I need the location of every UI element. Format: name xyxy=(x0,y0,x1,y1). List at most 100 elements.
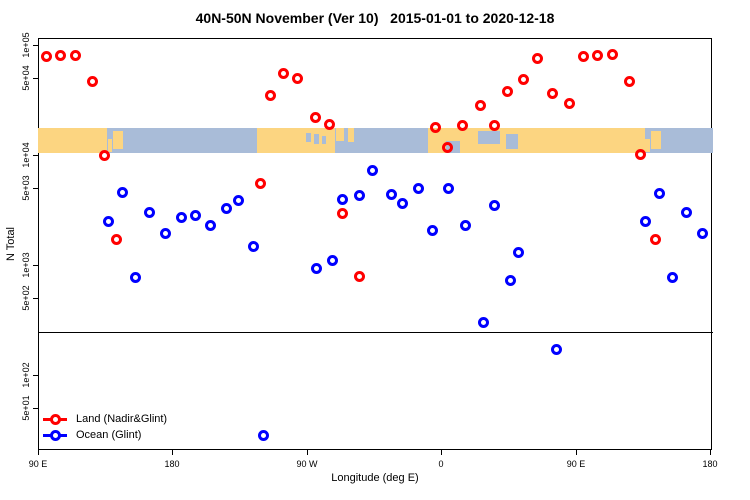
plot-area xyxy=(38,38,712,450)
data-point-land xyxy=(264,89,276,101)
data-point-ocean xyxy=(175,211,187,223)
x-axis-tick-label: 90 E xyxy=(566,459,586,469)
map-strip-land xyxy=(348,127,355,142)
y-axis-tick xyxy=(33,45,38,46)
x-axis-tick-label: 0 xyxy=(438,459,444,469)
x-axis-tick xyxy=(710,450,711,455)
data-point-ocean xyxy=(311,263,323,275)
y-axis-tick xyxy=(33,265,38,266)
data-point-ocean xyxy=(697,227,709,239)
data-point-ocean xyxy=(639,215,651,227)
data-point-land xyxy=(98,149,110,161)
data-point-land xyxy=(592,49,604,61)
map-strip-water xyxy=(306,133,311,142)
data-point-land xyxy=(430,122,442,134)
data-point-land xyxy=(353,271,365,283)
y-axis-tick xyxy=(33,78,38,79)
x-axis-tick xyxy=(38,450,39,455)
data-point-ocean xyxy=(427,225,439,237)
legend: Land (Nadir&Glint) Ocean (Glint) xyxy=(43,412,253,444)
map-strip-land xyxy=(336,127,344,141)
data-point-ocean xyxy=(190,210,202,222)
data-point-land xyxy=(635,148,647,160)
legend-item: Land (Nadir&Glint) xyxy=(43,412,253,428)
data-point-ocean xyxy=(337,193,349,205)
data-point-land xyxy=(336,208,348,220)
x-axis-tick-label: 180 xyxy=(702,459,718,469)
data-point-land xyxy=(69,49,81,61)
legend-marker-circle-icon xyxy=(50,414,61,425)
y-axis-tick-label: 5e+02 xyxy=(21,285,31,311)
map-strip-land xyxy=(428,127,645,154)
map-strip-water xyxy=(321,135,327,145)
x-axis-tick-label: 180 xyxy=(164,459,180,469)
data-point-ocean xyxy=(488,200,500,212)
data-point-land xyxy=(40,50,52,62)
y-axis-label: N Total xyxy=(5,226,17,262)
data-point-land xyxy=(547,87,559,99)
data-point-ocean xyxy=(385,188,397,200)
y-axis-tick xyxy=(33,375,38,376)
legend-item-label: Land (Nadir&Glint) xyxy=(76,413,168,425)
map-strip-land xyxy=(38,127,107,154)
data-point-land xyxy=(86,76,98,88)
data-point-land xyxy=(563,98,575,110)
data-point-ocean xyxy=(130,272,142,284)
y-axis-tick xyxy=(33,188,38,189)
data-point-land xyxy=(518,74,530,86)
x-axis-tick xyxy=(172,450,173,455)
legend-item: Ocean (Glint) xyxy=(43,428,253,444)
data-point-ocean xyxy=(551,343,563,355)
data-point-ocean xyxy=(681,207,693,219)
data-point-ocean xyxy=(504,275,516,287)
chart-title: 40N-50N November (Ver 10) 2015-01-01 to … xyxy=(195,10,555,26)
x-axis-label: Longitude (deg E) xyxy=(331,472,419,484)
data-point-ocean xyxy=(327,254,339,266)
data-point-ocean xyxy=(205,219,217,231)
x-axis-tick-label: 90 W xyxy=(296,459,318,469)
y-axis-tick-label: 5e+01 xyxy=(21,395,31,421)
data-point-land xyxy=(577,51,589,63)
data-point-land xyxy=(111,234,123,246)
data-point-ocean xyxy=(257,430,269,442)
data-point-ocean xyxy=(477,317,489,329)
y-axis-tick xyxy=(33,298,38,299)
threshold-line xyxy=(38,332,713,333)
data-point-ocean xyxy=(160,227,172,239)
y-axis-tick xyxy=(33,155,38,156)
map-strip-water xyxy=(313,134,320,145)
data-point-ocean xyxy=(247,241,259,253)
data-point-ocean xyxy=(460,219,472,231)
data-point-ocean xyxy=(513,246,525,258)
data-point-land xyxy=(502,86,514,98)
data-point-ocean xyxy=(397,198,409,210)
data-point-ocean xyxy=(102,215,114,227)
data-point-ocean xyxy=(117,187,129,199)
x-axis-tick xyxy=(441,450,442,455)
y-axis-tick xyxy=(33,408,38,409)
data-point-land xyxy=(278,67,290,79)
map-strip-land xyxy=(645,139,650,152)
data-point-land xyxy=(254,178,266,190)
data-point-land xyxy=(623,76,635,88)
data-point-land xyxy=(442,142,454,154)
map-strip-land xyxy=(112,131,124,150)
data-point-land xyxy=(309,112,321,124)
data-point-land xyxy=(457,119,469,131)
data-point-ocean xyxy=(233,195,245,207)
data-point-land xyxy=(606,48,618,60)
x-axis-tick-label: 90 E xyxy=(28,459,48,469)
x-axis-tick xyxy=(576,450,577,455)
data-point-land xyxy=(474,100,486,112)
data-point-land xyxy=(55,49,67,61)
legend-marker-circle-icon xyxy=(50,430,61,441)
map-strip-water xyxy=(478,130,500,145)
map-strip-water xyxy=(505,134,518,150)
data-point-ocean xyxy=(367,165,379,177)
map-strip-land xyxy=(650,131,661,150)
y-axis-tick-label: 5e+03 xyxy=(21,175,31,201)
data-point-ocean xyxy=(413,183,425,195)
map-strip-land xyxy=(107,139,112,152)
data-point-land xyxy=(292,72,304,84)
